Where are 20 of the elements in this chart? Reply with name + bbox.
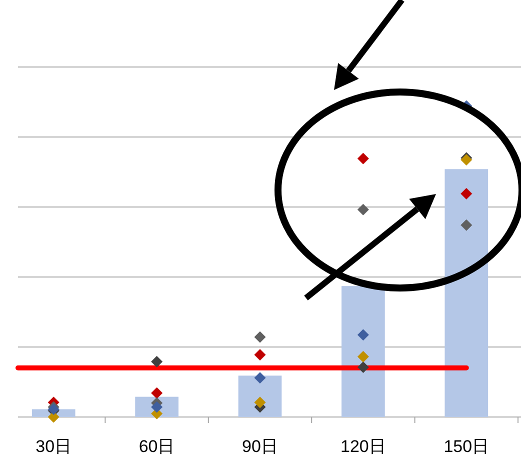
point (151, 387, 163, 399)
point (357, 350, 369, 362)
point (357, 152, 369, 164)
point (460, 219, 472, 231)
point (151, 356, 163, 368)
x-tick-label: 120日 (340, 437, 386, 456)
bar (238, 376, 282, 417)
bar (444, 169, 488, 417)
x-tick-label: 30日 (36, 437, 72, 456)
x-tick-label: 150日 (444, 437, 490, 456)
point (357, 361, 369, 373)
point (357, 204, 369, 216)
point (460, 188, 472, 200)
x-tick-label: 90日 (242, 437, 278, 456)
point (254, 396, 266, 408)
point (357, 329, 369, 341)
point (254, 331, 266, 343)
point (254, 372, 266, 384)
x-tick-label: 60日 (138, 437, 175, 456)
point (254, 349, 266, 361)
